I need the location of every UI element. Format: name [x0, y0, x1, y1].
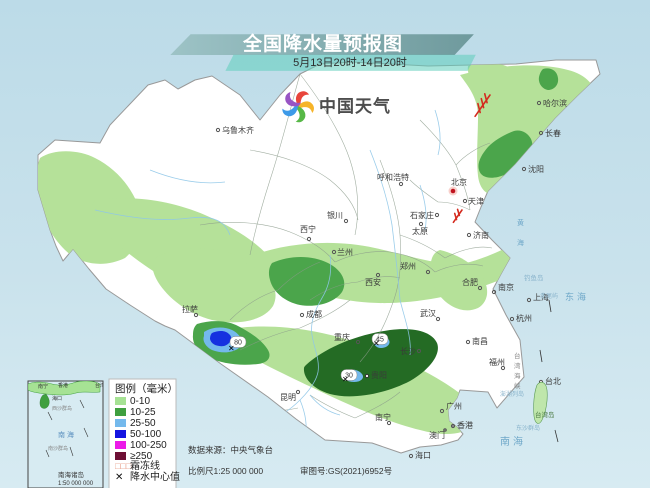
svg-text:贵阳: 贵阳 [371, 370, 387, 380]
svg-text:海口: 海口 [52, 395, 62, 402]
svg-text:海: 海 [517, 238, 524, 247]
svg-text:沈阳: 沈阳 [528, 164, 544, 174]
svg-text:东海: 东海 [565, 291, 589, 302]
svg-text:拉萨: 拉萨 [182, 304, 198, 314]
svg-text:南宁: 南宁 [38, 383, 48, 390]
svg-text:广州: 广州 [446, 401, 462, 411]
svg-text:比例尺1:25 000 000: 比例尺1:25 000 000 [188, 466, 263, 476]
svg-text:南京: 南京 [498, 282, 514, 292]
svg-text:南海: 南海 [58, 430, 76, 439]
svg-text:北京: 北京 [451, 177, 467, 187]
svg-text:西安: 西安 [365, 277, 381, 287]
svg-text:1:50 000 000: 1:50 000 000 [58, 481, 94, 487]
svg-text:图例（毫米）: 图例（毫米） [115, 382, 178, 395]
svg-text:长沙: 长沙 [400, 346, 416, 356]
svg-text:合肥: 合肥 [462, 277, 478, 287]
svg-text:✕: ✕ [228, 344, 235, 353]
svg-text:石家庄: 石家庄 [410, 210, 434, 220]
svg-text:武汉: 武汉 [420, 308, 436, 318]
svg-text:南海: 南海 [500, 435, 526, 448]
svg-text:✕: ✕ [115, 472, 123, 483]
svg-text:银川: 银川 [327, 210, 343, 220]
svg-text:霜冻线: 霜冻线 [130, 459, 160, 472]
svg-text:福州: 福州 [489, 358, 505, 367]
svg-text:西宁: 西宁 [300, 224, 316, 234]
svg-text:兰州: 兰州 [337, 247, 353, 257]
svg-text:香港: 香港 [58, 382, 68, 389]
svg-text:湾: 湾 [514, 361, 521, 370]
svg-text:天津: 天津 [468, 196, 484, 206]
svg-text:10-25: 10-25 [130, 407, 156, 418]
svg-text:成都: 成都 [306, 309, 322, 319]
svg-text:审图号:GS(2021)6952号: 审图号:GS(2021)6952号 [300, 466, 392, 476]
svg-text:✕: ✕ [342, 375, 349, 384]
svg-text:杭州: 杭州 [516, 313, 532, 323]
svg-text:济南: 济南 [473, 230, 489, 240]
svg-text:南海诸岛: 南海诸岛 [58, 470, 84, 479]
svg-text:澳门: 澳门 [429, 430, 445, 440]
svg-text:南昌: 南昌 [472, 336, 488, 346]
svg-text:西沙群岛: 西沙群岛 [52, 405, 72, 412]
svg-text:乌鲁木齐: 乌鲁木齐 [222, 125, 254, 135]
svg-text:海: 海 [514, 371, 521, 380]
svg-text:峡: 峡 [514, 381, 521, 390]
svg-text:台北: 台北 [545, 376, 561, 386]
svg-text:澎湖列岛: 澎湖列岛 [500, 390, 524, 398]
svg-text:南沙群岛: 南沙群岛 [48, 445, 68, 452]
svg-text:重庆: 重庆 [334, 332, 350, 342]
svg-text:哈尔滨: 哈尔滨 [543, 98, 567, 108]
svg-text:香港: 香港 [457, 420, 473, 430]
svg-text:台: 台 [514, 351, 521, 360]
svg-text:黄: 黄 [517, 218, 524, 227]
svg-text:数据来源：中央气象台: 数据来源：中央气象台 [188, 445, 273, 455]
svg-text:东沙群岛: 东沙群岛 [516, 424, 540, 432]
svg-text:郑州: 郑州 [400, 261, 416, 271]
svg-text:80: 80 [234, 340, 242, 347]
svg-text:5月13日20时-14日20时: 5月13日20时-14日20时 [293, 56, 407, 69]
svg-text:太原: 太原 [412, 226, 428, 236]
svg-text:呼和浩特: 呼和浩特 [377, 172, 409, 182]
svg-text:台湾岛: 台湾岛 [535, 410, 555, 419]
svg-text:台湾岛: 台湾岛 [95, 382, 110, 389]
svg-text:0-10: 0-10 [130, 396, 150, 407]
svg-text:长春: 长春 [545, 128, 561, 138]
svg-text:赤尾屿: 赤尾屿 [540, 292, 558, 300]
svg-text:50-100: 50-100 [130, 429, 162, 440]
svg-text:钓鱼岛: 钓鱼岛 [524, 273, 544, 282]
svg-text:100-250: 100-250 [130, 440, 167, 451]
svg-text:昆明: 昆明 [280, 393, 296, 402]
svg-text:中国天气: 中国天气 [319, 96, 391, 116]
svg-text:降水中心值: 降水中心值 [130, 470, 180, 483]
svg-text:25-50: 25-50 [130, 418, 156, 429]
svg-text:海口: 海口 [415, 450, 431, 460]
svg-text:全国降水量预报图: 全国降水量预报图 [242, 32, 403, 55]
svg-text:南宁: 南宁 [375, 412, 391, 422]
